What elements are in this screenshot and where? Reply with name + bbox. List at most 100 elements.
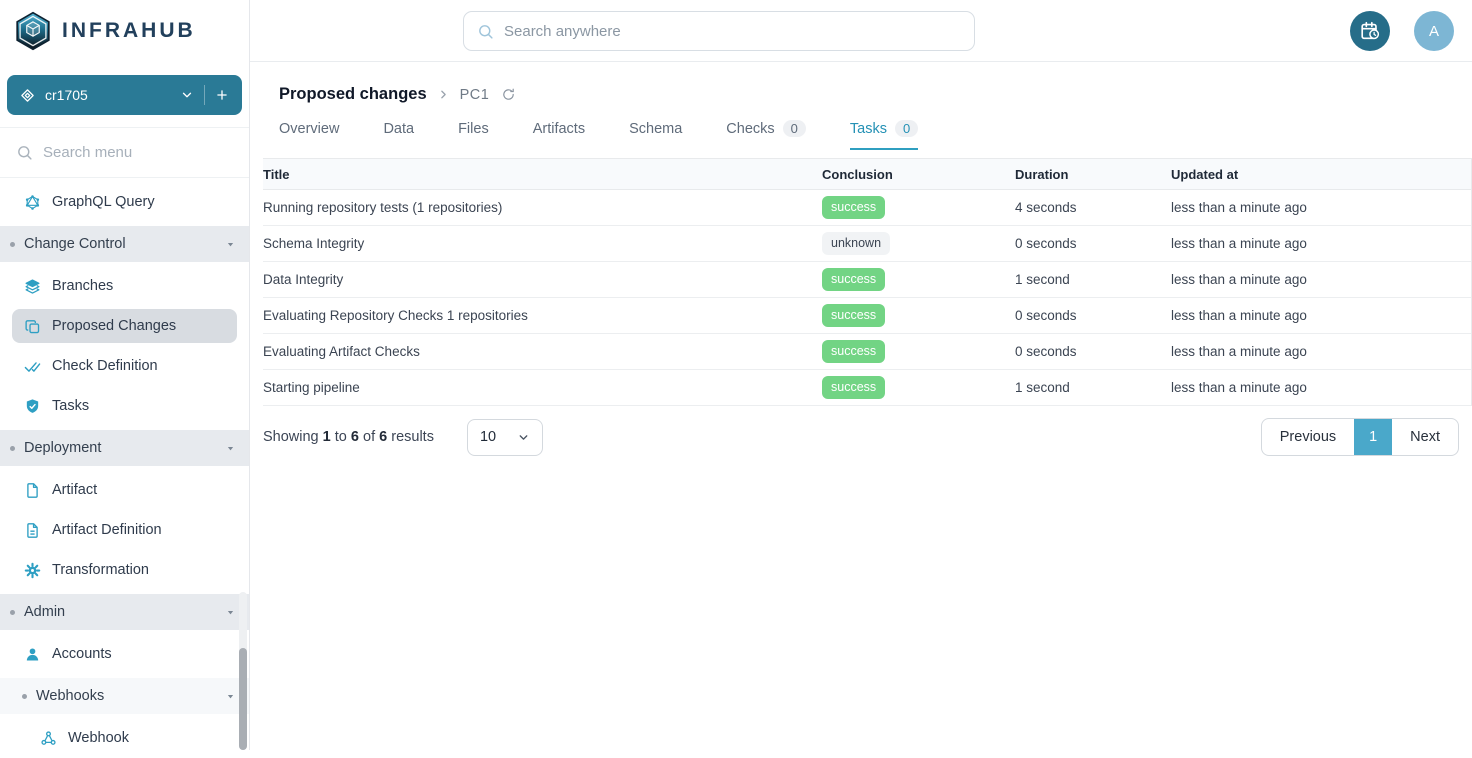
chevron-down-icon [517, 431, 530, 444]
task-title: Starting pipeline [263, 380, 360, 395]
table-row[interactable]: Evaluating Repository Checks 1 repositor… [263, 298, 1471, 334]
summary-from: 1 [322, 429, 331, 445]
tab-label: Data [383, 121, 415, 137]
table-row[interactable]: Running repository tests (1 repositories… [263, 190, 1471, 226]
conclusion-cell: success [822, 376, 1015, 399]
sidebar-item-branches[interactable]: Branches [0, 266, 249, 306]
bullet-icon [10, 445, 15, 451]
sidebar-item-label: Transformation [52, 562, 149, 578]
tab-checks[interactable]: Checks 0 [726, 120, 806, 150]
task-title: Data Integrity [263, 272, 344, 287]
sidebar-item-accounts[interactable]: Accounts [0, 634, 249, 674]
sidebar-search[interactable] [0, 127, 249, 178]
layers-icon [24, 278, 41, 295]
table-row[interactable]: Data Integrity success 1 second less than a… [263, 262, 1471, 298]
add-branch-button[interactable] [215, 88, 229, 102]
tab-label: Artifacts [532, 121, 586, 137]
avatar[interactable]: A [1414, 11, 1454, 51]
duration-cell: 0 seconds [1015, 236, 1077, 251]
conclusion-cell: success [822, 340, 1015, 363]
sidebar-item-label: Webhook [68, 730, 129, 746]
column-header: Conclusion [822, 166, 893, 182]
triangle-icon [226, 444, 235, 453]
global-search[interactable] [463, 11, 975, 51]
task-title: Evaluating Repository Checks 1 repositor… [263, 308, 528, 323]
graphql-icon [24, 194, 41, 211]
sidebar-section-change-control[interactable]: Change Control [0, 226, 249, 262]
sidebar-item-check-definition[interactable]: Check Definition [0, 346, 249, 386]
table-header: Title Conclusion Duration Updated at [263, 159, 1471, 190]
topbar: A [250, 0, 1472, 62]
time-travel-button[interactable] [1350, 11, 1390, 51]
tab-data[interactable]: Data [383, 121, 414, 150]
sidebar-item-label: Check Definition [52, 358, 158, 374]
bullet-icon [10, 609, 15, 615]
current-page-button[interactable]: 1 [1354, 419, 1393, 455]
refresh-icon[interactable] [501, 87, 516, 102]
status-badge: success [822, 376, 886, 399]
breadcrumb: Proposed changes PC1 [250, 63, 1472, 104]
tab-artifacts[interactable]: Artifacts [533, 121, 585, 150]
table-row[interactable]: Starting pipeline success 1 second less tha… [263, 370, 1471, 406]
column-header: Duration [1015, 166, 1069, 182]
main-content: Proposed changes PC1 Overview Data Files Ar… [250, 63, 1472, 750]
updated-at-cell: less than a minute ago [1171, 380, 1307, 395]
double-check-icon [24, 358, 41, 375]
tab-files[interactable]: Files [458, 121, 489, 150]
page-size-select[interactable]: 10 [466, 418, 543, 456]
column-header: Updated at [1171, 166, 1239, 182]
sidebar: INFRAHUB cr1705 GraphQL Query Change Cont… [0, 0, 250, 750]
conclusion-cell: success [822, 304, 1015, 327]
search-icon [16, 144, 33, 161]
brand-name: INFRAHUB [62, 19, 196, 42]
sidebar-section-label: Deployment [24, 440, 102, 456]
summary-text: to [334, 429, 347, 445]
sidebar-item-label: Artifact Definition [52, 522, 162, 538]
duration-cell: 1 second [1015, 272, 1070, 287]
table-row[interactable]: Schema Integrity unknown 0 seconds less tha… [263, 226, 1471, 262]
sidebar-section-admin[interactable]: Admin [0, 594, 249, 630]
triangle-icon [226, 608, 235, 617]
chevron-right-icon [437, 88, 450, 101]
updated-at-cell: less than a minute ago [1171, 344, 1307, 359]
tab-count-badge: 0 [782, 120, 806, 137]
duration-cell: 0 seconds [1015, 308, 1077, 323]
sidebar-item-artifact-definition[interactable]: Artifact Definition [0, 510, 249, 550]
column-header: Title [263, 166, 290, 182]
chevron-down-icon[interactable] [180, 88, 194, 102]
branch-selector[interactable]: cr1705 [7, 75, 242, 115]
branch-icon [20, 88, 35, 103]
sidebar-item-label: Artifact [52, 482, 98, 498]
sidebar-item-artifact[interactable]: Artifact [0, 470, 249, 510]
updated-at-cell: less than a minute ago [1171, 236, 1307, 251]
updated-at-cell: less than a minute ago [1171, 200, 1307, 215]
bullet-icon [10, 241, 15, 247]
sidebar-section-deployment[interactable]: Deployment [0, 430, 249, 466]
sidebar-item-graphql-query[interactable]: GraphQL Query [0, 182, 249, 222]
shield-check-icon [24, 398, 41, 415]
table-row[interactable]: Evaluating Artifact Checks success 0 secon… [263, 334, 1471, 370]
sidebar-section-webhooks[interactable]: Webhooks [0, 678, 249, 714]
tab-tasks[interactable]: Tasks 0 [849, 120, 919, 150]
brand-logo[interactable]: INFRAHUB [0, 0, 249, 62]
global-search-input[interactable] [504, 22, 961, 40]
sidebar-scrollbar-thumb[interactable] [239, 648, 247, 750]
sidebar-item-label: Proposed Changes [52, 318, 177, 334]
sidebar-item-transformation[interactable]: Transformation [0, 550, 249, 590]
next-page-button[interactable]: Next [1410, 429, 1440, 445]
nodes-icon [40, 730, 57, 747]
sidebar-item-proposed-changes[interactable]: Proposed Changes [12, 309, 237, 343]
tab-schema[interactable]: Schema [629, 121, 682, 150]
infrahub-logo-icon [13, 11, 53, 51]
sidebar-item-webhook[interactable]: Webhook [0, 718, 249, 758]
tab-overview[interactable]: Overview [279, 121, 339, 150]
task-title: Schema Integrity [263, 236, 365, 251]
triangle-icon [226, 692, 235, 701]
triangle-icon [226, 240, 235, 249]
sidebar-search-input[interactable] [43, 144, 213, 161]
tab-label: Files [458, 121, 489, 137]
breadcrumb-item[interactable]: PC1 [459, 86, 490, 103]
sidebar-item-tasks[interactable]: Tasks [0, 386, 249, 426]
task-title: Evaluating Artifact Checks [263, 344, 420, 359]
previous-page-button[interactable]: Previous [1279, 429, 1337, 445]
